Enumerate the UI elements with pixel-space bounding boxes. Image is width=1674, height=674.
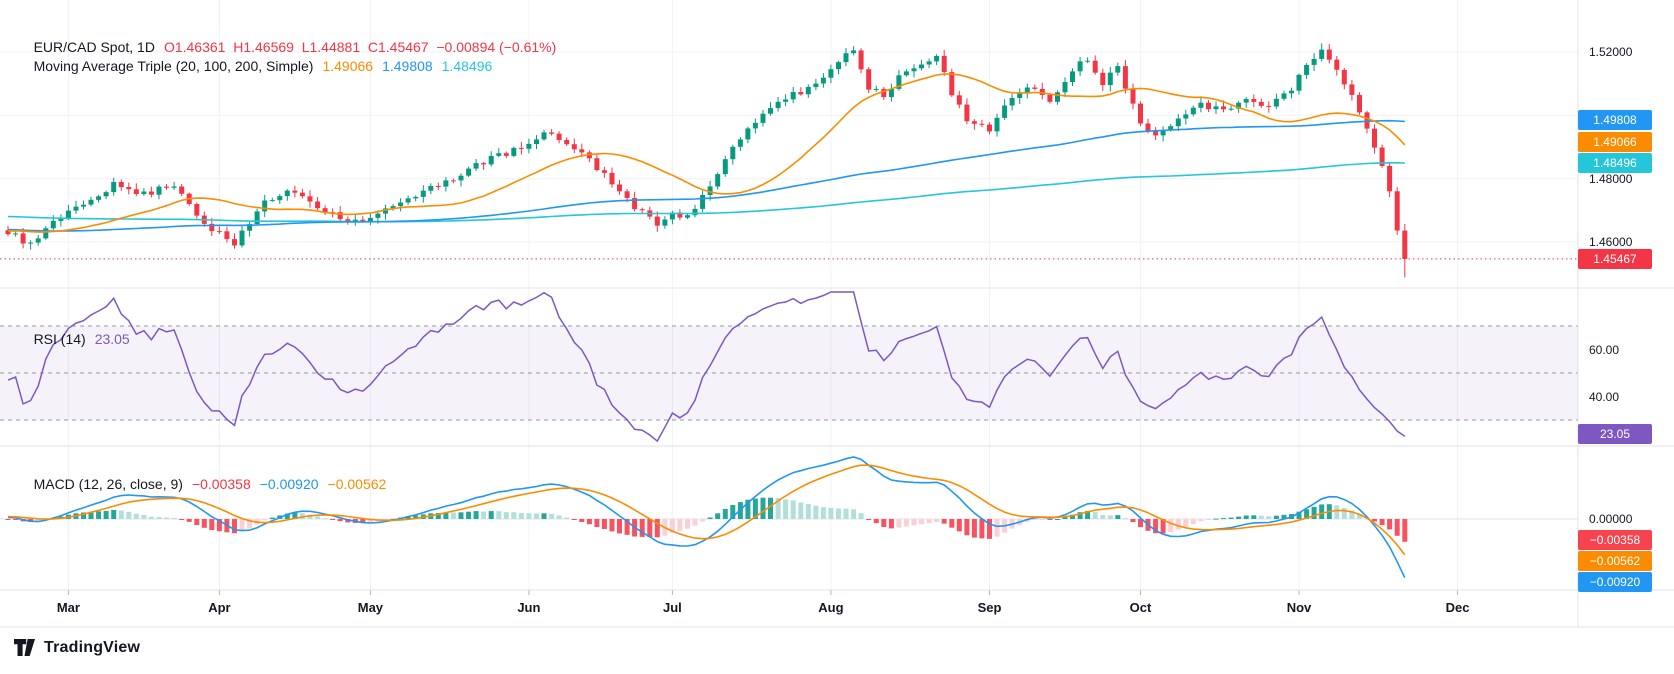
main-header-line-2: Moving Average Triple (20, 100, 200, Sim… <box>18 41 493 92</box>
time-axis-label-may[interactable]: May <box>357 600 384 615</box>
main-header-line-1: EUR/CAD Spot, 1D O1.46361 H1.46569 L1.448… <box>18 22 557 73</box>
time-axis-label-aug[interactable]: Aug <box>818 600 844 615</box>
ma20-badge: 1.49066 <box>1578 132 1652 152</box>
price-scale-label: 1.48000 <box>1589 172 1633 186</box>
macd-title[interactable]: MACD (12, 26, close, 9) <box>33 476 183 492</box>
macd-hist-value: −0.00358 <box>191 476 251 492</box>
price-scale-label: 0.00000 <box>1589 512 1633 526</box>
tradingview-logo-icon <box>14 639 35 656</box>
time-axis-label-sep[interactable]: Sep <box>977 600 1002 615</box>
macd-header: MACD (12, 26, close, 9) −0.00358 −0.00920−… <box>18 459 387 510</box>
ma200-value: 1.48496 <box>441 58 493 74</box>
time-axis-label-apr[interactable]: Apr <box>208 600 231 615</box>
macd-signal-value: −0.00562 <box>327 476 387 492</box>
price-scale-label: 1.52000 <box>1589 45 1633 59</box>
price-scale-label: 1.46000 <box>1589 235 1633 249</box>
symbol-title[interactable]: EUR/CAD Spot, 1D <box>33 39 155 55</box>
time-axis-label-jun[interactable]: Jun <box>517 600 541 615</box>
ma-indicator-title[interactable]: Moving Average Triple (20, 100, 200, Sim… <box>33 58 314 74</box>
time-axis-label-nov[interactable]: Nov <box>1286 600 1312 615</box>
macd-signal-badge: −0.00562 <box>1578 551 1652 571</box>
rsi-header: RSI (14) 23.05 <box>18 314 130 365</box>
macd-hist-badge: −0.00358 <box>1578 530 1652 550</box>
macd-line-value: −0.00920 <box>259 476 319 492</box>
time-axis-label-jul[interactable]: Jul <box>662 600 682 615</box>
ohlc-values: O1.46361 H1.46569 L1.44881 C1.45467 −0.0… <box>163 39 557 55</box>
tradingview-logo[interactable]: TradingView <box>14 638 140 657</box>
price-scale-label: 60.00 <box>1589 343 1620 357</box>
rsi-title[interactable]: RSI (14) <box>33 331 86 347</box>
rsi-badge: 23.05 <box>1578 424 1652 444</box>
last-price-badge: 1.45467 <box>1578 249 1652 269</box>
ma100-value: 1.49808 <box>382 58 433 74</box>
time-axis-label-oct[interactable]: Oct <box>1129 600 1152 615</box>
ma100-badge: 1.49808 <box>1578 110 1652 130</box>
price-scale-label: 40.00 <box>1589 390 1620 404</box>
rsi-value: 23.05 <box>94 331 130 347</box>
ma200-badge: 1.48496 <box>1578 153 1652 173</box>
time-axis-label-mar[interactable]: Mar <box>56 600 80 615</box>
tradingview-logo-text: TradingView <box>44 638 141 656</box>
ma20-value: 1.49066 <box>322 58 374 74</box>
time-axis-label-dec[interactable]: Dec <box>1445 600 1470 615</box>
macd-line-badge: −0.00920 <box>1578 572 1652 592</box>
